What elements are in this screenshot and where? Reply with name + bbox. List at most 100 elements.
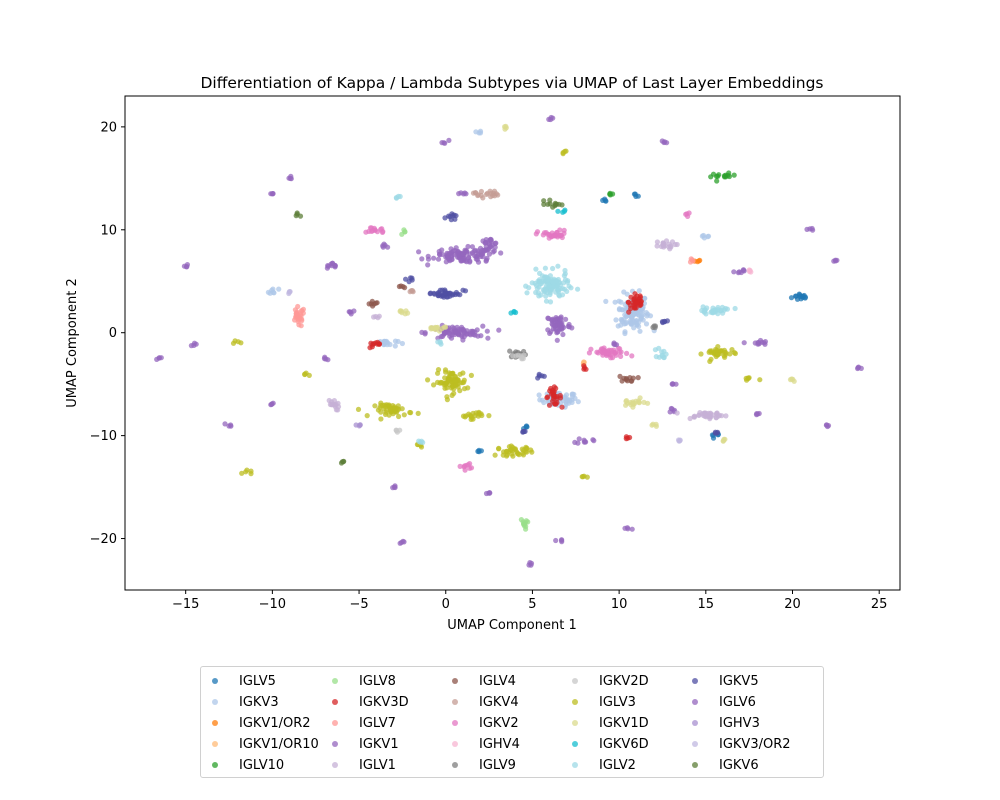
scatter-point	[363, 229, 369, 235]
scatter-point	[670, 381, 676, 387]
scatter-point	[564, 396, 571, 402]
scatter-point	[643, 321, 650, 327]
legend-label: IGKV1D	[599, 715, 649, 731]
scatter-point	[804, 226, 810, 232]
scatter-point	[496, 445, 502, 451]
scatter-point	[453, 382, 459, 388]
scatter-point	[515, 451, 521, 457]
scatter-point	[387, 408, 394, 414]
scatter-point	[484, 328, 490, 334]
x-tick-label: −10	[259, 597, 286, 612]
legend-label: IGKV2	[479, 715, 519, 731]
scatter-point	[669, 406, 675, 412]
scatter-point	[560, 280, 567, 286]
scatter-point	[451, 212, 457, 218]
scatter-point	[630, 375, 636, 381]
scatter-point	[755, 341, 761, 347]
legend-label: IGLV8	[359, 673, 396, 689]
legend-marker	[332, 699, 338, 705]
scatter-point	[613, 317, 619, 323]
scatter-point	[431, 325, 437, 331]
scatter-point	[462, 258, 468, 264]
scatter-point	[553, 385, 559, 391]
scatter-point	[572, 439, 578, 445]
scatter-point	[731, 350, 738, 356]
scatter-point	[444, 394, 450, 400]
scatter-point	[707, 348, 713, 354]
scatter-point	[420, 439, 426, 446]
series-iglv1	[326, 238, 729, 422]
scatter-point	[462, 288, 469, 294]
x-tick-label: −5	[349, 597, 368, 612]
scatter-point	[554, 201, 560, 207]
scatter-point	[632, 191, 638, 197]
scatter-point	[559, 404, 565, 410]
legend-marker	[692, 720, 698, 726]
scatter-point	[629, 353, 635, 359]
scatter-point	[702, 413, 708, 419]
scatter-point	[425, 377, 431, 383]
scatter-point	[748, 269, 754, 275]
scatter-point	[564, 279, 571, 285]
legend-marker	[452, 699, 458, 705]
legend-item: IGKV3/OR2	[681, 734, 791, 754]
scatter-point	[295, 318, 301, 325]
legend-marker	[212, 741, 218, 747]
scatter-point	[491, 188, 498, 194]
scatter-point	[490, 192, 496, 198]
scatter-point	[396, 413, 402, 420]
legend-item: IGKV1	[321, 734, 399, 754]
scatter-point	[623, 377, 630, 383]
scatter-point	[634, 300, 640, 306]
scatter-point	[623, 398, 629, 404]
legend-marker	[572, 720, 578, 726]
scatter-point	[701, 308, 707, 314]
scatter-point	[631, 296, 637, 302]
scatter-point	[569, 393, 576, 399]
scatter-point	[154, 356, 160, 362]
scatter-point	[293, 213, 299, 219]
scatter-point	[409, 277, 415, 283]
scatter-point	[631, 311, 637, 317]
scatter-point	[802, 295, 808, 301]
scatter-point	[788, 295, 795, 301]
scatter-point	[408, 288, 414, 294]
scatter-point	[559, 292, 566, 298]
legend-label: IGLV4	[479, 673, 516, 689]
scatter-point	[378, 416, 384, 422]
scatter-point	[456, 191, 462, 197]
scatter-point	[552, 233, 558, 239]
scatter-point	[395, 193, 401, 199]
scatter-point	[541, 399, 547, 406]
legend-item: IGLV7	[321, 713, 396, 733]
scatter-point	[537, 270, 543, 276]
scatter-point	[674, 241, 680, 248]
scatter-point	[381, 342, 387, 348]
legend-marker	[692, 699, 698, 705]
scatter-point	[386, 403, 392, 409]
scatter-point	[387, 341, 393, 348]
scatter-point	[757, 377, 763, 383]
scatter-point	[575, 399, 581, 405]
scatter-point	[371, 314, 377, 320]
plot-area-frame	[124, 95, 901, 591]
scatter-point	[650, 421, 656, 427]
scatter-point	[286, 289, 293, 295]
legend-item: IGKV1/OR2	[201, 713, 311, 733]
scatter-point	[435, 256, 442, 262]
scatter-point	[468, 372, 474, 378]
scatter-point	[392, 338, 399, 344]
scatter-point	[575, 286, 581, 292]
scatter-point	[536, 392, 542, 398]
scatter-point	[558, 232, 564, 238]
scatter-point	[656, 345, 662, 351]
series-iglv3	[230, 148, 763, 480]
scatter-point	[405, 310, 411, 316]
series-iglv7	[292, 256, 696, 329]
scatter-point	[542, 265, 549, 271]
series-iglv6	[154, 114, 864, 568]
legend-item: IGLV2	[561, 755, 636, 775]
scatter-point	[798, 296, 804, 302]
scatter-point	[507, 348, 513, 354]
legend-label: IGHV4	[479, 736, 520, 752]
